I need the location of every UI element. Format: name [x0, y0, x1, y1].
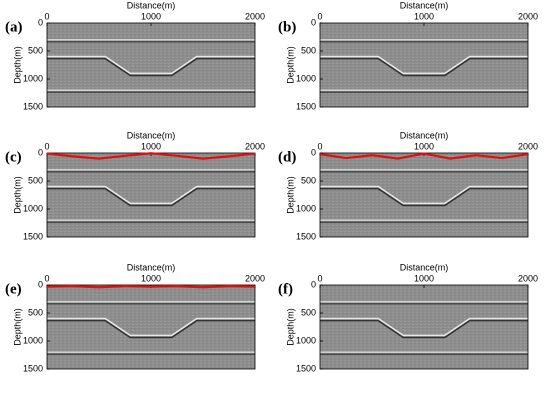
y-tick-label: 0	[311, 147, 316, 157]
x-tick-label: 0	[44, 11, 49, 21]
y-axis-title: Depth(m)	[285, 176, 295, 214]
y-tick-label: 1000	[23, 203, 43, 213]
x-tick-label: 1000	[414, 11, 434, 21]
y-tick-label: 1000	[23, 73, 43, 83]
seismic-image	[47, 23, 255, 107]
x-tick-label: 2000	[245, 273, 265, 283]
reflector	[47, 57, 255, 77]
y-tick-label: 500	[28, 175, 43, 185]
y-tick-label: 500	[28, 307, 43, 317]
panel-label: (a)	[5, 19, 23, 35]
reflector	[47, 187, 255, 207]
y-tick-label: 0	[38, 279, 43, 289]
seismic-image	[320, 23, 528, 107]
panel-label: (c)	[5, 149, 22, 165]
panel-label: (b)	[278, 19, 296, 35]
x-axis-title: Distance(m)	[127, 0, 176, 10]
x-tick-label: 0	[44, 141, 49, 151]
y-tick-label: 1000	[296, 73, 316, 83]
reflector	[47, 317, 255, 337]
x-tick-label: 2000	[245, 11, 265, 21]
y-tick-label: 0	[38, 147, 43, 157]
x-tick-label: 1000	[141, 141, 161, 151]
reflector	[320, 55, 528, 75]
seismic-image	[320, 153, 528, 237]
y-tick-label: 1500	[23, 231, 43, 241]
y-tick-label: 1000	[296, 335, 316, 345]
x-tick-label: 1000	[414, 273, 434, 283]
surface-line	[319, 152, 529, 160]
x-tick-label: 0	[317, 273, 322, 283]
y-tick-label: 1000	[296, 203, 316, 213]
y-axis-title: Depth(m)	[12, 308, 22, 346]
surface-line	[46, 285, 256, 289]
x-tick-label: 2000	[245, 141, 265, 151]
reflector	[320, 317, 528, 337]
x-tick-label: 1000	[414, 141, 434, 151]
x-axis-title: Distance(m)	[400, 0, 449, 10]
seismic-image	[320, 285, 528, 369]
panel-label: (f)	[278, 281, 293, 297]
y-tick-label: 1500	[296, 363, 316, 373]
seismic-image	[47, 153, 255, 237]
x-tick-label: 0	[44, 273, 49, 283]
y-tick-label: 1500	[23, 363, 43, 373]
y-tick-label: 1500	[296, 231, 316, 241]
panel-label: (e)	[5, 281, 22, 297]
x-tick-label: 1000	[141, 11, 161, 21]
y-tick-label: 1500	[296, 101, 316, 111]
y-axis-title: Depth(m)	[285, 308, 295, 346]
reflector	[47, 185, 255, 205]
x-axis-title: Distance(m)	[400, 262, 449, 272]
y-tick-label: 500	[28, 45, 43, 55]
x-tick-label: 2000	[518, 141, 538, 151]
y-tick-label: 1000	[23, 335, 43, 345]
panel-label: (d)	[278, 149, 296, 165]
y-axis-title: Depth(m)	[285, 46, 295, 84]
x-axis-title: Distance(m)	[400, 130, 449, 140]
x-tick-label: 2000	[518, 11, 538, 21]
y-tick-label: 500	[301, 307, 316, 317]
reflector	[47, 319, 255, 339]
x-axis-title: Distance(m)	[127, 262, 176, 272]
y-tick-label: 0	[311, 17, 316, 27]
x-axis-title: Distance(m)	[127, 130, 176, 140]
y-tick-label: 1500	[23, 101, 43, 111]
y-tick-label: 500	[301, 45, 316, 55]
x-tick-label: 0	[317, 11, 322, 21]
reflector	[320, 185, 528, 205]
reflector	[320, 57, 528, 77]
reflector	[320, 319, 528, 339]
y-axis-title: Depth(m)	[12, 46, 22, 84]
y-tick-label: 0	[38, 17, 43, 27]
x-tick-label: 2000	[518, 273, 538, 283]
seismic-image	[47, 285, 255, 369]
reflector	[47, 55, 255, 75]
x-tick-label: 1000	[141, 273, 161, 283]
surface-line	[46, 152, 256, 160]
y-tick-label: 0	[311, 279, 316, 289]
y-axis-title: Depth(m)	[12, 176, 22, 214]
x-tick-label: 0	[317, 141, 322, 151]
reflector	[320, 187, 528, 207]
y-tick-label: 500	[301, 175, 316, 185]
